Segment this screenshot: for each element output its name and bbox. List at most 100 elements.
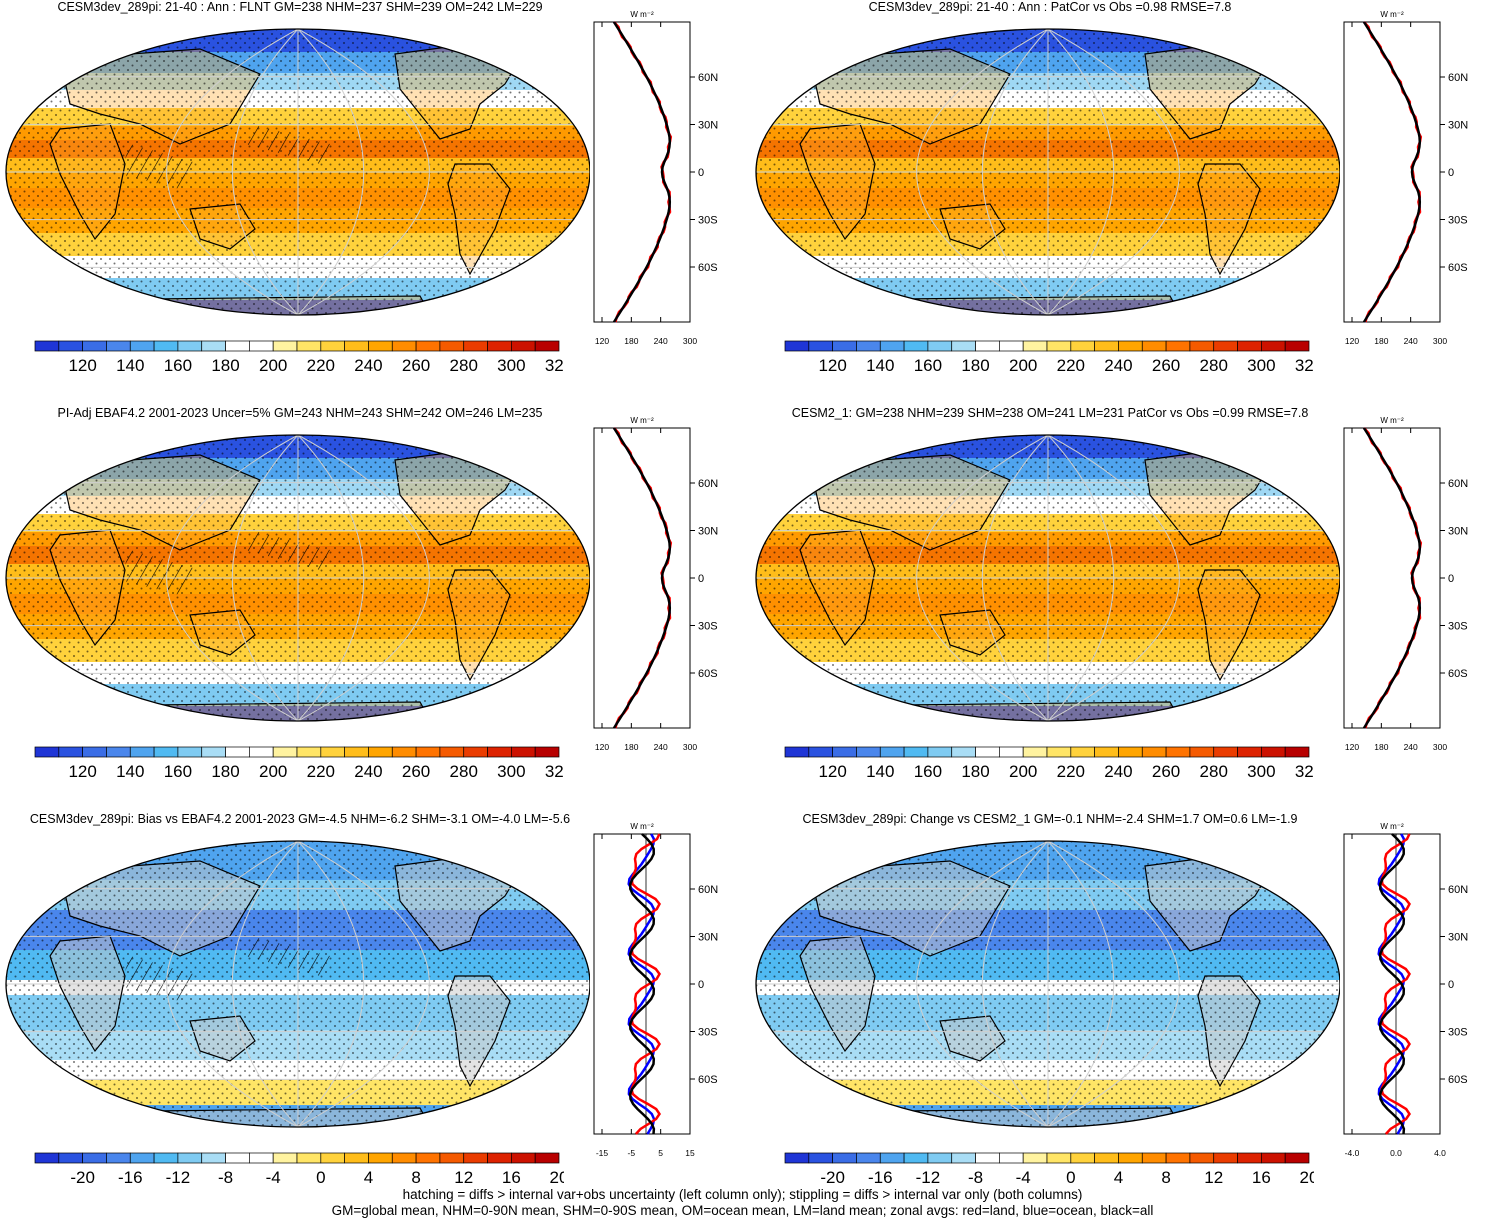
colorbar-label: 8	[411, 1168, 420, 1187]
colorbar-label: 120	[818, 762, 846, 781]
x-tick-label: 120	[595, 742, 609, 752]
panel-p4: CESM2_1: GM=238 NHM=239 SHM=238 OM=241 L…	[750, 406, 1485, 812]
colorbar-label: 260	[402, 356, 430, 375]
panel-title: CESM2_1: GM=238 NHM=239 SHM=238 OM=241 L…	[791, 406, 1309, 420]
robinson-map	[755, 28, 1340, 316]
x-tick-label: 180	[624, 742, 638, 752]
lat-tick-label: 60N	[698, 72, 718, 84]
units-label: W m⁻²	[1380, 10, 1404, 19]
colorbar-label: 320	[1295, 762, 1314, 781]
colorbar-label: 4	[364, 1168, 373, 1187]
robinson-map	[5, 434, 590, 722]
lat-tick-label: 60N	[1448, 884, 1468, 896]
colorbar-label: 300	[1247, 762, 1275, 781]
colorbar: 120 140 160 180 200 220 240 260 280 300 320	[784, 340, 1314, 375]
colorbar-label: 0	[316, 1168, 325, 1187]
colorbar-label: 8	[1161, 1168, 1170, 1187]
colorbar-label: -16	[868, 1168, 893, 1187]
panel-title: CESM3dev_289pi: Change vs CESM2_1 GM=-0.…	[802, 812, 1298, 826]
colorbar-label: 160	[164, 762, 192, 781]
colorbar-label: -8	[968, 1168, 983, 1187]
lat-tick-label: 60S	[698, 262, 718, 274]
x-tick-label: -5	[628, 1148, 636, 1158]
colorbar-label: 16	[502, 1168, 521, 1187]
lat-tick-label: 60S	[1448, 262, 1468, 274]
panel-p2: CESM3dev_289pi: 21-40 : Ann : PatCor vs …	[750, 0, 1485, 406]
lat-tick-label: 30S	[698, 621, 718, 633]
colorbar-label: 160	[914, 356, 942, 375]
lat-tick-label: 30N	[698, 120, 718, 132]
colorbar-label: 160	[164, 356, 192, 375]
lat-tick-label: 60S	[1448, 668, 1468, 680]
units-label: W m⁻²	[630, 416, 654, 425]
zonal-mean-plot: W m⁻² 60N 30N 0 30S 60S 120 180 240 300	[1343, 10, 1468, 346]
x-tick-label: 300	[1433, 742, 1447, 752]
colorbar-label: 220	[1057, 356, 1085, 375]
colorbar-label: 12	[454, 1168, 473, 1187]
colorbar-label: 180	[211, 762, 239, 781]
zonal-mean-plot: W m⁻² 60N 30N 0 30S 60S -4.0 0.0 4.0	[1343, 822, 1468, 1158]
colorbar-label: 240	[1104, 762, 1132, 781]
robinson-map	[5, 28, 590, 316]
colorbar-label: 180	[211, 356, 239, 375]
x-tick-label: 300	[1433, 336, 1447, 346]
colorbar: 120 140 160 180 200 220 240 260 280 300 320	[34, 746, 564, 781]
lat-tick-label: 30S	[698, 215, 718, 227]
colorbar-label: 180	[961, 762, 989, 781]
lat-tick-label: 30S	[698, 1027, 718, 1039]
colorbar-label: 4	[1114, 1168, 1123, 1187]
lat-tick-label: 30S	[1448, 621, 1468, 633]
colorbar-label: 120	[68, 356, 96, 375]
panel-p1: CESM3dev_289pi: 21-40 : Ann : FLNT GM=23…	[0, 0, 742, 406]
lat-tick-label: 60N	[1448, 72, 1468, 84]
colorbar-label: 280	[450, 762, 478, 781]
units-label: W m⁻²	[1380, 822, 1404, 831]
colorbar-label: 140	[866, 762, 894, 781]
x-tick-label: -4.0	[1345, 1148, 1360, 1158]
colorbar-label: -20	[820, 1168, 845, 1187]
colorbar-label: 200	[259, 356, 287, 375]
x-tick-label: 240	[1404, 742, 1418, 752]
colorbar-label: 240	[354, 762, 382, 781]
robinson-map	[5, 840, 590, 1128]
lat-tick-label: 60N	[1448, 478, 1468, 490]
colorbar-label: -20	[70, 1168, 95, 1187]
lat-tick-label: 30N	[698, 932, 718, 944]
lat-tick-label: 0	[1448, 979, 1454, 991]
panel-title: PI-Adj EBAF4.2 2001-2023 Uncer=5% GM=243…	[57, 406, 543, 420]
panel-p3: PI-Adj EBAF4.2 2001-2023 Uncer=5% GM=243…	[0, 406, 742, 812]
zonal-mean-plot: W m⁻² 60N 30N 0 30S 60S 120 180 240 300	[593, 10, 718, 346]
colorbar-label: 12	[1204, 1168, 1223, 1187]
colorbar-label: 260	[1152, 762, 1180, 781]
colorbar-label: 300	[1247, 356, 1275, 375]
footer-notes: hatching = diffs > internal var+obs unce…	[0, 1187, 1485, 1219]
colorbar: 120 140 160 180 200 220 240 260 280 300 320	[784, 746, 1314, 781]
lat-tick-label: 30S	[1448, 215, 1468, 227]
x-tick-label: 120	[1345, 336, 1359, 346]
x-tick-label: 120	[595, 336, 609, 346]
colorbar: -20 -16 -12 -8 -4 0 4 8 12 16 20	[34, 1152, 564, 1187]
robinson-map	[755, 434, 1340, 722]
lat-tick-label: 60S	[1448, 1074, 1468, 1086]
colorbar-label: -12	[916, 1168, 941, 1187]
x-tick-label: 240	[1404, 336, 1418, 346]
colorbar: -20 -16 -12 -8 -4 0 4 8 12 16 20	[784, 1152, 1314, 1187]
units-label: W m⁻²	[1380, 416, 1404, 425]
x-tick-label: 5	[658, 1148, 663, 1158]
colorbar-label: 140	[116, 356, 144, 375]
lat-tick-label: 30N	[1448, 120, 1468, 132]
lat-tick-label: 0	[698, 167, 704, 179]
x-tick-label: 15	[685, 1148, 695, 1158]
colorbar-label: -8	[218, 1168, 233, 1187]
colorbar-label: 320	[1295, 356, 1314, 375]
colorbar-label: 220	[307, 356, 335, 375]
colorbar-label: 320	[545, 356, 564, 375]
lat-tick-label: 60N	[698, 884, 718, 896]
zonal-mean-plot: W m⁻² 60N 30N 0 30S 60S 120 180 240 300	[593, 416, 718, 752]
colorbar-label: 160	[914, 762, 942, 781]
colorbar-label: 260	[402, 762, 430, 781]
colorbar-label: 140	[866, 356, 894, 375]
colorbar-label: -12	[166, 1168, 191, 1187]
x-tick-label: 240	[654, 336, 668, 346]
x-tick-label: 240	[654, 742, 668, 752]
